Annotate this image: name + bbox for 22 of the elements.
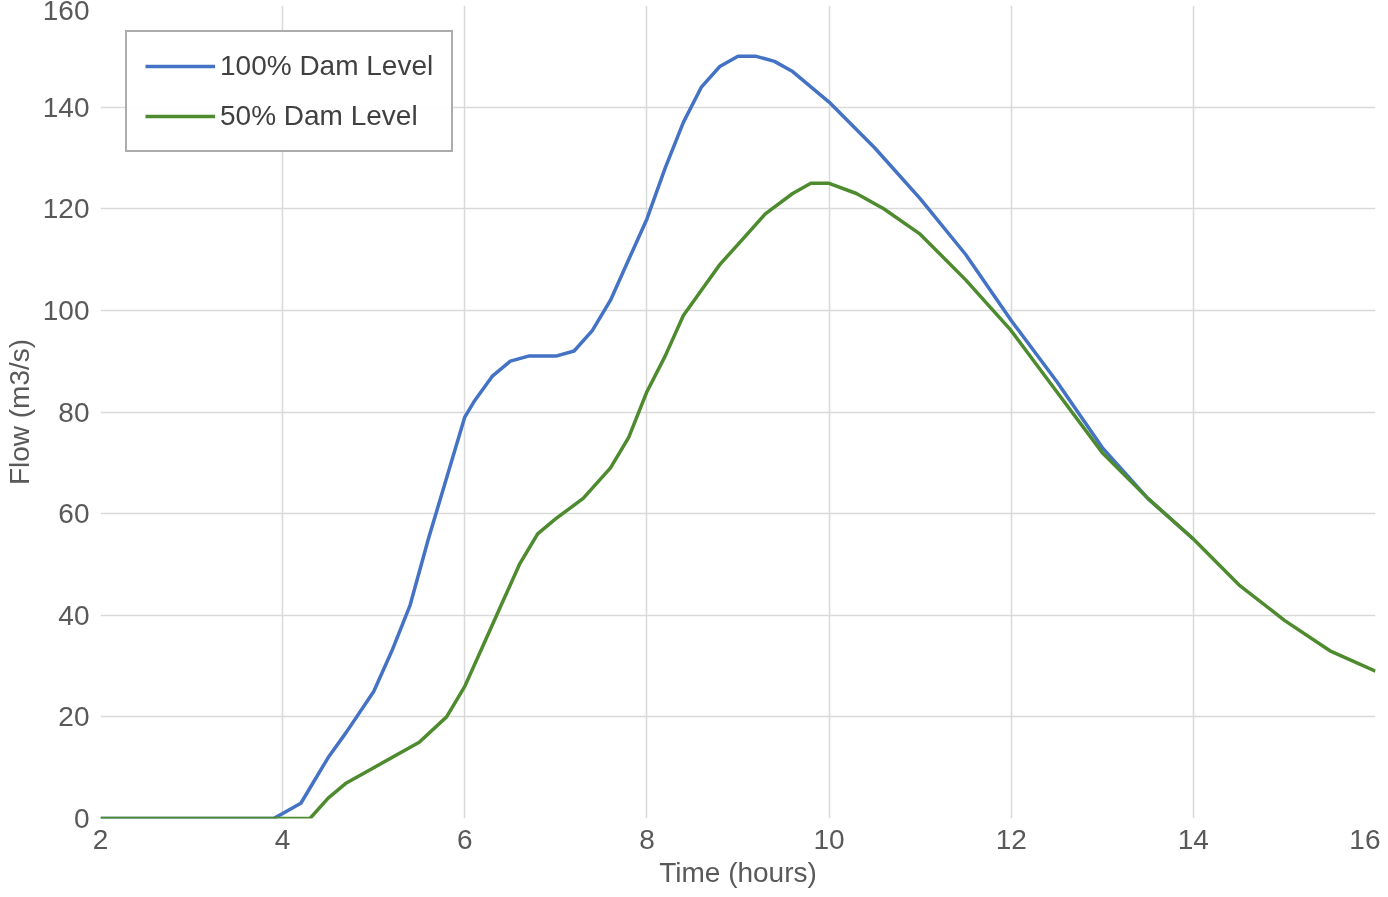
x-tick-label: 10: [813, 823, 845, 855]
y-tick-label: 80: [58, 396, 90, 428]
y-tick-label: 120: [42, 193, 90, 225]
y-tick-label: 160: [42, 0, 90, 26]
x-tick-label: 14: [1177, 823, 1209, 855]
y-tick-label: 20: [58, 701, 90, 733]
y-axis-title: Flow (m3/s): [3, 338, 35, 486]
y-tick-label: 100: [42, 294, 90, 326]
x-tick-label: 16: [1349, 823, 1381, 855]
legend-label: 100% Dam Level: [220, 50, 434, 82]
y-tick-label: 0: [73, 803, 90, 834]
line-series: [100, 181, 1376, 819]
x-tick-label: 6: [457, 823, 473, 855]
x-tick-label: 2: [92, 823, 109, 855]
x-axis-title: Time (hours): [659, 856, 817, 888]
x-tick-label: 8: [639, 823, 655, 855]
y-tick-label: 140: [42, 91, 90, 123]
y-tick-label: 60: [58, 498, 90, 530]
x-tick-label: 4: [274, 823, 291, 855]
y-tick-label: 40: [58, 599, 90, 631]
legend-label: 50% Dam Level: [220, 100, 418, 132]
x-tick-label: 12: [995, 823, 1027, 855]
